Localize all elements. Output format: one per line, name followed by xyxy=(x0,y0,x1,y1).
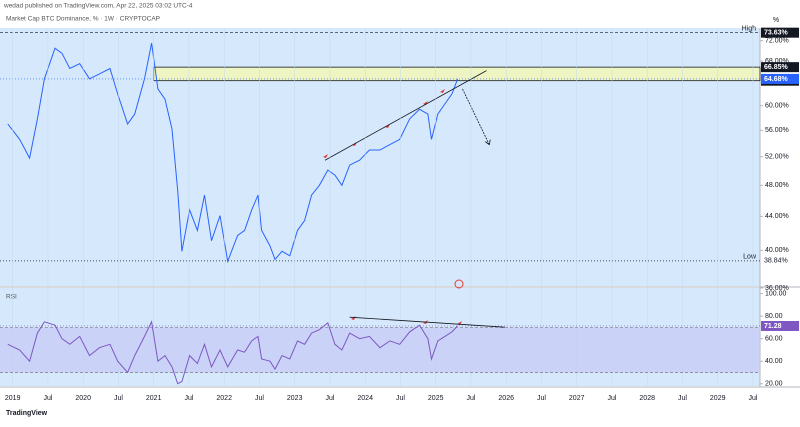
trendline xyxy=(324,70,487,161)
x-tick-label: 2026 xyxy=(498,395,514,402)
rsi-band xyxy=(0,327,760,373)
level-value-label: 73.63% xyxy=(764,30,789,37)
chart-title: Market Cap BTC Dominance, % · 1W · CRYPT… xyxy=(6,16,160,23)
price-label-box xyxy=(761,62,799,73)
x-tick-label: Jul xyxy=(114,395,123,402)
x-tick-label: Jul xyxy=(396,395,405,402)
y-tick-label: 68.00% xyxy=(765,58,789,65)
y-tick-label: 56.00% xyxy=(765,127,789,134)
marker-icon xyxy=(454,279,464,289)
y-tick-label: 48.00% xyxy=(765,182,789,189)
level-value-label: 38.84% xyxy=(764,258,788,265)
series-line xyxy=(7,43,459,264)
unit-label: % xyxy=(773,17,779,24)
last-value-box xyxy=(761,73,799,84)
y-tick-label: 60.00% xyxy=(765,103,789,110)
arrow xyxy=(462,88,490,145)
x-tick-label: 2028 xyxy=(639,395,655,402)
last-value-label: 71.28 xyxy=(764,323,782,330)
y-tick-label: 72.00% xyxy=(765,38,789,45)
x-tick-label: 2025 xyxy=(428,395,444,402)
footer: TradingView xyxy=(6,410,48,417)
last-value-label: 64.68% xyxy=(764,76,789,83)
trendline xyxy=(349,316,505,328)
x-tick-label: Jul xyxy=(255,395,264,402)
x-tick-label: Jul xyxy=(607,395,616,402)
x-tick-label: Jul xyxy=(43,395,52,402)
rsi-title: RSI xyxy=(6,294,17,301)
y-tick-label: 36.00% xyxy=(765,285,789,292)
y-tick-label: 40.00 xyxy=(765,358,783,365)
x-tick-label: 2020 xyxy=(75,395,91,402)
y-tick-label: 52.00% xyxy=(765,154,789,161)
y-tick-label: 44.00% xyxy=(765,213,789,220)
x-tick-label: 2023 xyxy=(287,395,303,402)
x-tick-label: Jul xyxy=(466,395,475,402)
x-tick-label: Jul xyxy=(748,395,757,402)
level-label-box xyxy=(761,255,799,266)
price-label: 66.85% xyxy=(764,64,789,71)
y-tick-label: 80.00 xyxy=(765,313,783,320)
x-tick-label: 2019 xyxy=(5,395,21,402)
series-line xyxy=(7,320,458,385)
y-tick-label: 20.00 xyxy=(765,381,783,388)
publisher: wedad published on TradingView.com, Apr … xyxy=(3,3,193,10)
x-tick-label: 2029 xyxy=(710,395,726,402)
last-value-box xyxy=(761,320,799,331)
level-label: High xyxy=(742,26,757,33)
price-pane xyxy=(0,28,760,286)
x-tick-label: 2027 xyxy=(569,395,585,402)
x-tick-label: Jul xyxy=(678,395,687,402)
arrow-head xyxy=(485,139,491,146)
x-tick-label: Jul xyxy=(537,395,546,402)
x-tick-label: 2024 xyxy=(357,395,373,402)
y-tick-label: 60.00 xyxy=(765,336,783,343)
x-tick-label: 2022 xyxy=(216,395,232,402)
y-tick-label: 40.00% xyxy=(765,247,789,254)
level-label-box xyxy=(761,27,799,38)
x-tick-label: Jul xyxy=(325,395,334,402)
level-label: Low xyxy=(743,254,757,261)
x-tick-label: Jul xyxy=(184,395,193,402)
x-tick-label: 2021 xyxy=(146,395,162,402)
y-tick-label: 100.00 xyxy=(765,290,787,297)
